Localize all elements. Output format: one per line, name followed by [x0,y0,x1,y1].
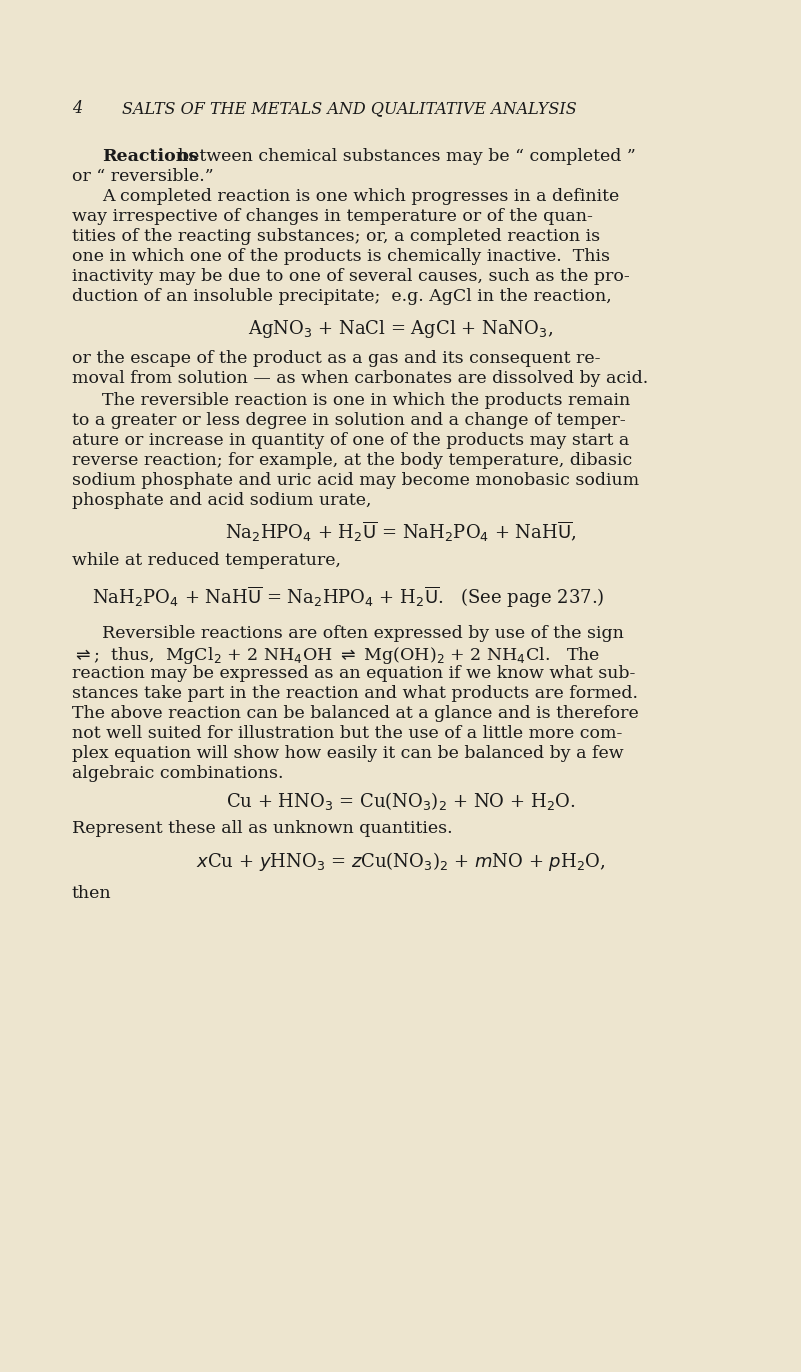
Text: not well suited for illustration but the use of a little more com-: not well suited for illustration but the… [72,724,622,742]
Text: $\rightleftharpoons$;  thus,  MgCl$_2$ + 2 NH$_4$OH $\rightleftharpoons$ Mg(OH)$: $\rightleftharpoons$; thus, MgCl$_2$ + 2… [72,645,600,665]
Text: Represent these all as unknown quantities.: Represent these all as unknown quantitie… [72,820,453,837]
Text: 4: 4 [72,100,83,117]
Text: reverse reaction; for example, at the body temperature, dibasic: reverse reaction; for example, at the bo… [72,451,632,469]
Text: stances take part in the reaction and what products are formed.: stances take part in the reaction and wh… [72,685,638,702]
Text: Na$_2$HPO$_4$ + H$_2\overline{\mathrm{U}}$ = NaH$_2$PO$_4$ + NaH$\overline{\math: Na$_2$HPO$_4$ + H$_2\overline{\mathrm{U}… [225,520,576,545]
Text: algebraic combinations.: algebraic combinations. [72,766,284,782]
Text: AgNO$_3$ + NaCl = AgCl + NaNO$_3$,: AgNO$_3$ + NaCl = AgCl + NaNO$_3$, [248,318,553,340]
Text: to a greater or less degree in solution and a change of temper-: to a greater or less degree in solution … [72,412,626,429]
Text: A completed reaction is one which progresses in a definite: A completed reaction is one which progre… [102,188,619,204]
Text: plex equation will show how easily it can be balanced by a few: plex equation will show how easily it ca… [72,745,624,761]
Text: NaH$_2$PO$_4$ + NaH$\overline{\mathrm{U}}$ = Na$_2$HPO$_4$ + H$_2\overline{\math: NaH$_2$PO$_4$ + NaH$\overline{\mathrm{U}… [92,584,605,611]
Text: Reactions: Reactions [102,148,198,165]
Text: one in which one of the products is chemically inactive.  This: one in which one of the products is chem… [72,248,610,265]
Text: between chemical substances may be “ completed ”: between chemical substances may be “ com… [178,148,636,165]
Text: inactivity may be due to one of several causes, such as the pro-: inactivity may be due to one of several … [72,268,630,285]
Text: sodium phosphate and uric acid may become monobasic sodium: sodium phosphate and uric acid may becom… [72,472,639,488]
Text: or the escape of the product as a gas and its consequent re-: or the escape of the product as a gas an… [72,350,601,366]
Text: The reversible reaction is one in which the products remain: The reversible reaction is one in which … [102,392,630,409]
Text: tities of the reacting substances; or, a completed reaction is: tities of the reacting substances; or, a… [72,228,600,246]
Text: moval from solution — as when carbonates are dissolved by acid.: moval from solution — as when carbonates… [72,370,648,387]
Text: SALTS OF THE METALS AND QUALITATIVE ANALYSIS: SALTS OF THE METALS AND QUALITATIVE ANAL… [122,100,577,117]
Text: The above reaction can be balanced at a glance and is therefore: The above reaction can be balanced at a … [72,705,638,722]
Text: then: then [72,885,111,901]
Text: ature or increase in quantity of one of the products may start a: ature or increase in quantity of one of … [72,432,630,449]
Text: Cu + HNO$_3$ = Cu(NO$_3$)$_2$ + NO + H$_2$O.: Cu + HNO$_3$ = Cu(NO$_3$)$_2$ + NO + H$_… [226,790,575,812]
Text: reaction may be expressed as an equation if we know what sub-: reaction may be expressed as an equation… [72,665,635,682]
Text: or “ reversible.”: or “ reversible.” [72,167,214,185]
Text: way irrespective of changes in temperature or of the quan-: way irrespective of changes in temperatu… [72,209,593,225]
Text: while at reduced temperature,: while at reduced temperature, [72,552,341,569]
Text: phosphate and acid sodium urate,: phosphate and acid sodium urate, [72,493,372,509]
Text: Reversible reactions are often expressed by use of the sign: Reversible reactions are often expressed… [102,626,624,642]
Text: duction of an insoluble precipitate;  e.g. AgCl in the reaction,: duction of an insoluble precipitate; e.g… [72,288,612,305]
Text: $x$Cu + $y$HNO$_3$ = $z$Cu(NO$_3$)$_2$ + $m$NO + $p$H$_2$O,: $x$Cu + $y$HNO$_3$ = $z$Cu(NO$_3$)$_2$ +… [195,851,606,873]
